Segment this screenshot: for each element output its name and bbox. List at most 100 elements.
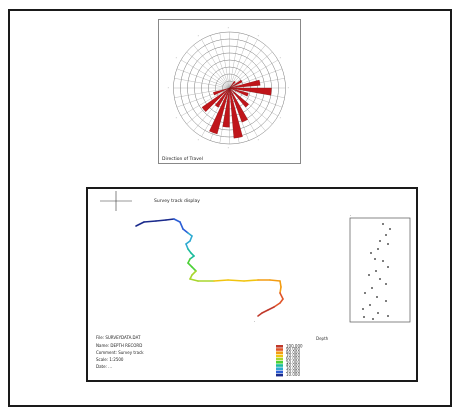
track-title: Survey track display [154,198,200,204]
rose-tick: · [198,138,199,143]
inset-point [372,318,374,320]
inset-point [385,283,387,285]
track-segment [185,243,189,250]
legend-swatch [276,351,283,354]
rose-tick: · [288,86,289,91]
rose-diagram: · · · · · · · · · · · · Direction of Travel [162,26,289,163]
inset-point [382,223,384,225]
legend-swatch [276,367,283,370]
legend-label: 60.000 [286,356,300,361]
track-segment [273,302,281,308]
inset-point [387,266,389,268]
rose-petals [201,79,272,139]
rose-tick: · [228,146,229,151]
rose-spoke [219,32,230,89]
legend-label: 70.000 [286,353,300,358]
track-segment [261,309,269,314]
track-segment [213,279,229,282]
inset-point [377,312,379,314]
rose-spoke [174,87,230,98]
info-line-2: Name: DEPTH RECORD [96,343,143,348]
inset-point [374,258,376,260]
rose-petal [229,79,243,89]
rose-spoke [180,59,230,89]
compass-cross-icon [100,191,132,211]
rose-tick: · [280,116,281,121]
rose-petal [214,87,230,108]
legend-swatch [276,348,283,351]
track-segment [191,270,197,276]
legend-label: 20.000 [286,369,300,374]
inset-point [387,243,389,245]
rose-spoke [229,87,279,117]
legend-swatch [276,354,283,358]
track-segment [189,235,193,242]
rose-petal [213,87,230,96]
track-segment [191,266,197,272]
rose-petal [229,79,261,89]
rose-petal [229,87,249,97]
rose-spoke [229,44,266,89]
legend-label: 100.000 [286,343,303,348]
track-segment [243,279,259,282]
legend-swatch [276,361,283,364]
info-line-3: Comment: Survey track [96,350,144,355]
inset-point [377,248,379,250]
track-segment [187,232,193,237]
rose-petal [229,80,236,89]
track-segment [267,306,275,311]
track-segment [279,280,282,288]
track-segment [187,262,193,268]
track-segment [227,279,245,282]
inset-point [368,274,370,276]
rose-spoke [193,44,230,89]
track-segment [155,219,167,222]
inset-point [382,260,384,262]
depth-legend: 100.00090.00080.00070.00060.00050.00040.… [276,343,303,377]
rose-spoke [210,35,230,89]
survey-track-line: · [135,218,284,324]
inset-point [379,240,381,242]
inset-point [389,228,391,230]
legend-label: 90.000 [286,347,300,352]
inset-point [375,270,377,272]
rose-tick: · [228,26,229,31]
track-segment [165,218,175,221]
rose-spoke [229,35,249,89]
legend-swatch [276,345,283,348]
track-segment [135,221,145,227]
legend-label: 50.000 [286,359,300,364]
inset-point [385,234,387,236]
inset-point [370,252,372,254]
legend-title: Depth [316,336,329,341]
track-segment [189,278,199,282]
rose-caption: Direction of Travel [162,156,203,162]
track-segment [257,312,263,317]
rose-spoke [229,32,240,89]
track-segment [185,240,191,245]
rose-tick: · [280,56,281,61]
svg-text:·: · [350,213,351,218]
track-segment [182,228,189,234]
inset-point [369,304,371,306]
inset-point [379,278,381,280]
track-segment [143,220,157,223]
rose-tick: · [176,116,177,121]
rose-petal [229,87,248,123]
rose-tick: · [198,34,199,39]
info-line-5: Date: ... [96,364,112,369]
track-plot-panel: Survey track display · · Depth 100.000 90… [86,187,418,382]
track-segment [173,218,181,223]
inset-point [387,315,389,317]
track-segment [187,248,192,254]
info-line-4: Scale: 1:2500 [96,357,124,362]
inset-point [362,308,364,310]
track-segment [189,255,195,260]
rose-petal [229,87,272,96]
rose-tick: · [258,34,259,39]
legend-swatch [276,370,283,374]
rose-petal [229,87,243,139]
legend-swatch [276,364,283,367]
legend-label: 40.000 [286,363,300,368]
track-plot: Survey track display · · Depth 100.00090… [100,191,411,377]
